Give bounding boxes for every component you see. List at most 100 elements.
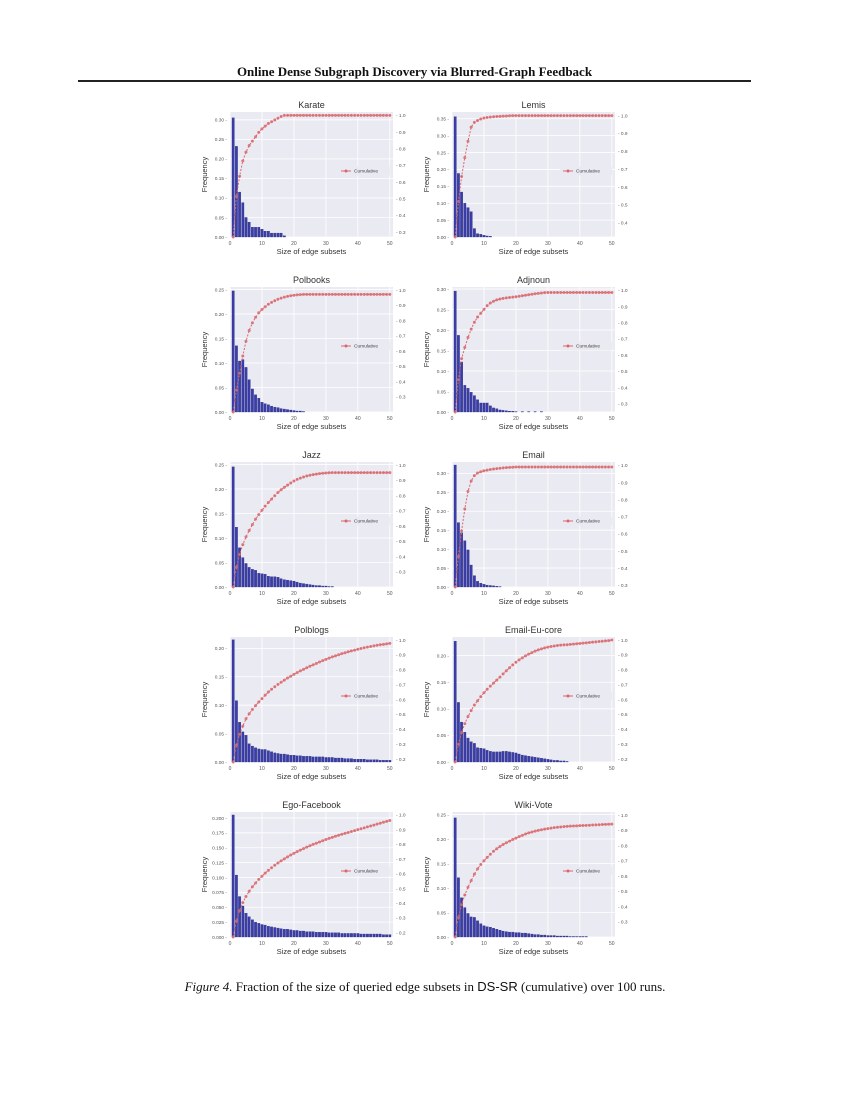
y-axis-label: Frequency <box>422 857 431 893</box>
bar <box>543 758 547 763</box>
bar <box>495 586 499 588</box>
bar <box>524 755 527 763</box>
svg-text:- 0.8: - 0.8 <box>618 497 628 503</box>
svg-text:40: 40 <box>355 241 361 247</box>
svg-text:0.00 -: 0.00 - <box>437 935 450 941</box>
legend <box>560 166 612 176</box>
svg-text:0.025 -: 0.025 - <box>212 920 227 926</box>
bar <box>251 388 254 413</box>
bar <box>517 753 521 763</box>
svg-text:30: 30 <box>545 766 551 772</box>
svg-text:0.05 -: 0.05 - <box>437 389 450 395</box>
svg-text:- 0.6: - 0.6 <box>618 874 628 880</box>
bar <box>311 756 315 763</box>
bar <box>504 410 508 413</box>
svg-text:- 1.0: - 1.0 <box>396 638 406 644</box>
svg-text:- 0.4: - 0.4 <box>618 727 628 733</box>
bar <box>460 191 463 238</box>
bar <box>559 935 563 938</box>
bar <box>308 756 312 763</box>
bar <box>353 933 356 938</box>
svg-text:0.25 -: 0.25 - <box>437 812 450 818</box>
svg-text:- 0.4: - 0.4 <box>618 385 628 391</box>
bar <box>279 578 283 588</box>
bar <box>527 933 531 938</box>
svg-text:10: 10 <box>259 591 265 597</box>
bar <box>469 741 473 763</box>
bar <box>517 932 521 938</box>
bar <box>556 760 559 763</box>
bar <box>231 814 235 938</box>
chart-wiki-vote: 0 10 20 30 40 50 0.00 - 0.05 - 0.10 - 0.15 - 0.20 … <box>420 796 640 966</box>
svg-text:0.25 -: 0.25 - <box>215 462 228 468</box>
svg-text:- 0.3: - 0.3 <box>618 742 628 748</box>
bar <box>463 385 467 413</box>
svg-text:0.15 -: 0.15 - <box>215 176 228 182</box>
svg-text:20: 20 <box>291 766 297 772</box>
svg-text:50: 50 <box>387 241 393 247</box>
svg-text:0.05 -: 0.05 - <box>437 566 450 572</box>
bar <box>372 759 376 763</box>
svg-text:- 1.0: - 1.0 <box>396 813 406 819</box>
bar <box>527 755 531 763</box>
bar <box>292 930 296 938</box>
bar <box>308 584 312 588</box>
bar <box>549 759 553 763</box>
bar <box>238 191 241 238</box>
bar <box>276 753 280 763</box>
svg-text:0.10 -: 0.10 - <box>437 547 450 553</box>
chart-title: Polbooks <box>293 275 331 285</box>
svg-text:- 0.6: - 0.6 <box>396 180 406 186</box>
bar <box>469 392 473 413</box>
svg-text:Cumulative: Cumulative <box>354 694 378 700</box>
svg-text:0.15 -: 0.15 - <box>437 861 450 867</box>
y-axis-label: Frequency <box>422 332 431 368</box>
svg-text:- 0.3: - 0.3 <box>618 583 628 589</box>
bar <box>556 935 559 938</box>
bar <box>241 202 245 238</box>
svg-text:- 0.9: - 0.9 <box>618 828 628 834</box>
bar <box>479 234 483 238</box>
chart-lemis: 0 10 20 30 40 50 0.00 - 0.05 - 0.10 - 0.15 - 0.20 … <box>420 96 640 266</box>
bar <box>238 896 241 938</box>
bar <box>508 751 511 763</box>
x-axis-label: Size of edge subsets <box>277 247 347 256</box>
svg-text:- 0.6: - 0.6 <box>618 185 628 191</box>
bar <box>321 756 325 763</box>
svg-text:10: 10 <box>481 766 487 772</box>
bar <box>485 235 489 238</box>
svg-text:- 0.5: - 0.5 <box>618 889 628 895</box>
svg-text:0: 0 <box>451 241 454 247</box>
chart-jazz: 0 10 20 30 40 50 0.00 - 0.05 - 0.10 - 0.15 - 0.20 … <box>198 446 418 616</box>
bar <box>251 569 254 588</box>
chart-polblogs: 0 10 20 30 40 50 0.00 - 0.05 - 0.10 - 0.15 - 0.20 … <box>198 621 418 791</box>
bar <box>327 757 331 763</box>
bar <box>549 935 553 938</box>
bar <box>298 930 302 938</box>
bar <box>279 232 283 238</box>
svg-text:0.20 -: 0.20 - <box>437 653 450 659</box>
bar <box>473 917 476 938</box>
bar <box>260 749 264 763</box>
bar <box>318 932 321 938</box>
bar <box>476 399 479 413</box>
svg-text:- 0.9: - 0.9 <box>396 303 406 309</box>
bar <box>382 760 385 763</box>
bar <box>286 754 289 763</box>
bar <box>289 409 293 413</box>
bar <box>305 931 309 938</box>
bar <box>463 540 467 588</box>
svg-text:10: 10 <box>259 766 265 772</box>
bar <box>350 933 353 938</box>
bar <box>302 930 305 938</box>
svg-text:20: 20 <box>291 416 297 422</box>
bar <box>289 755 293 763</box>
svg-text:Cumulative: Cumulative <box>576 344 600 350</box>
bar <box>562 760 566 763</box>
svg-text:- 0.9: - 0.9 <box>396 827 406 833</box>
legend <box>560 691 612 701</box>
bar <box>231 117 235 238</box>
bar <box>238 722 241 763</box>
bar <box>463 907 467 938</box>
running-header: Online Dense Subgraph Discovery via Blur… <box>236 64 593 79</box>
